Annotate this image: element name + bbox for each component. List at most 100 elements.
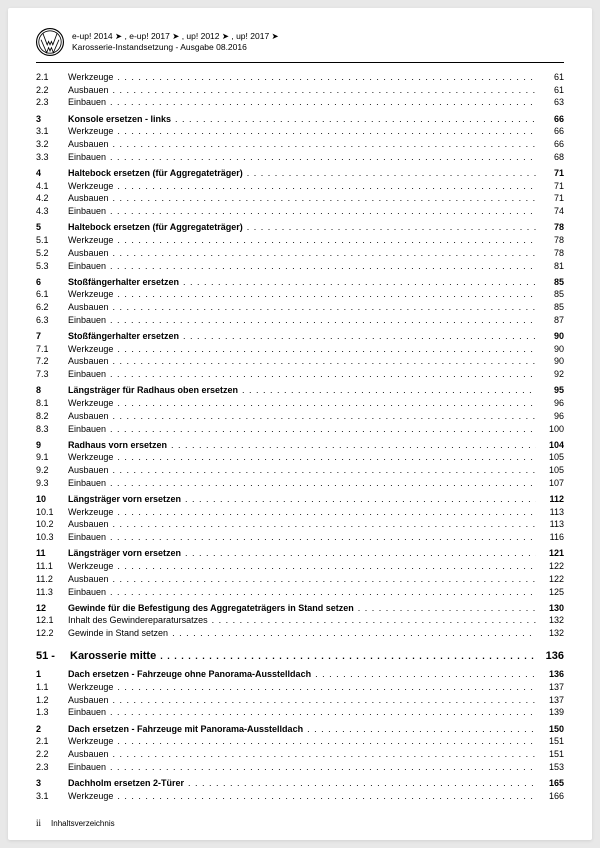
toc-page: 78 bbox=[536, 221, 564, 233]
toc-title: Werkzeuge bbox=[68, 790, 117, 802]
toc-title: Werkzeuge bbox=[68, 288, 117, 300]
toc-num: 1.2 bbox=[36, 694, 68, 706]
toc-line: 7.1Werkzeuge. . . . . . . . . . . . . . … bbox=[36, 343, 564, 355]
toc-line: 2.1Werkzeuge. . . . . . . . . . . . . . … bbox=[36, 71, 564, 83]
toc-num: 1 bbox=[36, 668, 68, 680]
toc-num: 2.3 bbox=[36, 96, 68, 108]
toc-dots: . . . . . . . . . . . . . . . . . . . . … bbox=[247, 167, 536, 179]
toc-title: Einbauen bbox=[68, 531, 110, 543]
toc-page: 81 bbox=[536, 260, 564, 272]
toc-line: 1.2Ausbauen. . . . . . . . . . . . . . .… bbox=[36, 694, 564, 706]
toc-num: 11 bbox=[36, 547, 68, 559]
toc-page: 90 bbox=[536, 343, 564, 355]
chapter-dots: . . . . . . . . . . . . . . . . . . . . … bbox=[160, 650, 536, 662]
toc-line: 1Dach ersetzen - Fahrzeuge ohne Panorama… bbox=[36, 668, 564, 680]
toc-dots: . . . . . . . . . . . . . . . . . . . . … bbox=[183, 330, 536, 342]
header-text: e-up! 2014 ➤ , e-up! 2017 ➤ , up! 2012 ➤… bbox=[72, 31, 279, 53]
toc-page: 105 bbox=[536, 464, 564, 476]
toc-title: Ausbauen bbox=[68, 138, 113, 150]
toc-dots: . . . . . . . . . . . . . . . . . . . . … bbox=[110, 260, 536, 272]
toc-dots: . . . . . . . . . . . . . . . . . . . . … bbox=[113, 192, 536, 204]
toc-num: 4 bbox=[36, 167, 68, 179]
toc-dots: . . . . . . . . . . . . . . . . . . . . … bbox=[185, 493, 536, 505]
toc-page: 150 bbox=[536, 723, 564, 735]
toc-line: 2.1Werkzeuge. . . . . . . . . . . . . . … bbox=[36, 735, 564, 747]
chapter-heading: 51 - Karosserie mitte . . . . . . . . . … bbox=[36, 649, 564, 664]
toc-title: Radhaus vorn ersetzen bbox=[68, 439, 171, 451]
toc-page: 104 bbox=[536, 439, 564, 451]
toc-page: 90 bbox=[536, 355, 564, 367]
footer-label: Inhaltsverzeichnis bbox=[51, 819, 115, 828]
chapter-num: 51 - bbox=[36, 649, 70, 664]
header-models: e-up! 2014 ➤ , e-up! 2017 ➤ , up! 2012 ➤… bbox=[72, 31, 279, 42]
toc-num: 8.3 bbox=[36, 423, 68, 435]
toc-dots: . . . . . . . . . . . . . . . . . . . . … bbox=[117, 506, 536, 518]
toc-num: 3.3 bbox=[36, 151, 68, 163]
toc-page: 68 bbox=[536, 151, 564, 163]
toc-line: 2.2Ausbauen. . . . . . . . . . . . . . .… bbox=[36, 84, 564, 96]
toc-dots: . . . . . . . . . . . . . . . . . . . . … bbox=[172, 627, 536, 639]
toc-page: 122 bbox=[536, 560, 564, 572]
toc-title: Gewinde in Stand setzen bbox=[68, 627, 172, 639]
toc-num: 11.2 bbox=[36, 573, 68, 585]
toc-line: 3.1Werkzeuge. . . . . . . . . . . . . . … bbox=[36, 125, 564, 137]
toc-num: 10.3 bbox=[36, 531, 68, 543]
toc-dots: . . . . . . . . . . . . . . . . . . . . … bbox=[117, 234, 536, 246]
toc-line: 3Konsole ersetzen - links. . . . . . . .… bbox=[36, 113, 564, 125]
toc-line: 6Stoßfängerhalter ersetzen. . . . . . . … bbox=[36, 276, 564, 288]
document-page: e-up! 2014 ➤ , e-up! 2017 ➤ , up! 2012 ➤… bbox=[8, 8, 592, 840]
toc-num: 9 bbox=[36, 439, 68, 451]
toc-dots: . . . . . . . . . . . . . . . . . . . . … bbox=[212, 614, 536, 626]
toc-title: Einbauen bbox=[68, 477, 110, 489]
toc-line: 12.2Gewinde in Stand setzen. . . . . . .… bbox=[36, 627, 564, 639]
toc-dots: . . . . . . . . . . . . . . . . . . . . … bbox=[117, 71, 536, 83]
toc-title: Ausbauen bbox=[68, 355, 113, 367]
vw-logo-icon bbox=[36, 28, 64, 56]
toc-num: 7.1 bbox=[36, 343, 68, 355]
toc-line: 4.3Einbauen. . . . . . . . . . . . . . .… bbox=[36, 205, 564, 217]
toc-page: 74 bbox=[536, 205, 564, 217]
toc-title: Einbauen bbox=[68, 761, 110, 773]
toc-num: 11.3 bbox=[36, 586, 68, 598]
toc-num: 6.2 bbox=[36, 301, 68, 313]
toc-line: 1.3Einbauen. . . . . . . . . . . . . . .… bbox=[36, 706, 564, 718]
toc-title: Einbauen bbox=[68, 423, 110, 435]
toc-dots: . . . . . . . . . . . . . . . . . . . . … bbox=[117, 343, 536, 355]
toc-num: 10.1 bbox=[36, 506, 68, 518]
toc-dots: . . . . . . . . . . . . . . . . . . . . … bbox=[110, 531, 536, 543]
chapter-page: 136 bbox=[536, 649, 564, 664]
toc-page: 66 bbox=[536, 113, 564, 125]
toc-num: 9.2 bbox=[36, 464, 68, 476]
toc-dots: . . . . . . . . . . . . . . . . . . . . … bbox=[110, 761, 536, 773]
toc-line: 3.3Einbauen. . . . . . . . . . . . . . .… bbox=[36, 151, 564, 163]
toc-num: 2.1 bbox=[36, 735, 68, 747]
toc-title: Einbauen bbox=[68, 151, 110, 163]
toc-line: 6.1Werkzeuge. . . . . . . . . . . . . . … bbox=[36, 288, 564, 300]
toc-line: 9Radhaus vorn ersetzen. . . . . . . . . … bbox=[36, 439, 564, 451]
toc-dots: . . . . . . . . . . . . . . . . . . . . … bbox=[185, 547, 536, 559]
toc-line: 5.2Ausbauen. . . . . . . . . . . . . . .… bbox=[36, 247, 564, 259]
toc-page: 113 bbox=[536, 506, 564, 518]
toc-title: Einbauen bbox=[68, 706, 110, 718]
toc-num: 8 bbox=[36, 384, 68, 396]
toc-line: 3Dachholm ersetzen 2-Türer. . . . . . . … bbox=[36, 777, 564, 789]
page-footer: ii Inhaltsverzeichnis bbox=[36, 818, 115, 828]
toc-dots: . . . . . . . . . . . . . . . . . . . . … bbox=[110, 314, 536, 326]
toc-dots: . . . . . . . . . . . . . . . . . . . . … bbox=[113, 573, 536, 585]
toc-title: Einbauen bbox=[68, 260, 110, 272]
toc-num: 4.1 bbox=[36, 180, 68, 192]
toc-line: 11Längsträger vorn ersetzen. . . . . . .… bbox=[36, 547, 564, 559]
toc-title: Werkzeuge bbox=[68, 125, 117, 137]
toc-num: 7.2 bbox=[36, 355, 68, 367]
toc-line: 7.3Einbauen. . . . . . . . . . . . . . .… bbox=[36, 368, 564, 380]
toc-num: 12 bbox=[36, 602, 68, 614]
toc-title: Längsträger vorn ersetzen bbox=[68, 547, 185, 559]
toc-line: 10.2Ausbauen. . . . . . . . . . . . . . … bbox=[36, 518, 564, 530]
toc-page: 85 bbox=[536, 301, 564, 313]
toc-line: 8.3Einbauen. . . . . . . . . . . . . . .… bbox=[36, 423, 564, 435]
toc-line: 2.3Einbauen. . . . . . . . . . . . . . .… bbox=[36, 96, 564, 108]
toc-dots: . . . . . . . . . . . . . . . . . . . . … bbox=[117, 397, 536, 409]
toc-page: 78 bbox=[536, 234, 564, 246]
toc-dots: . . . . . . . . . . . . . . . . . . . . … bbox=[110, 151, 536, 163]
footer-page-num: ii bbox=[36, 818, 41, 828]
